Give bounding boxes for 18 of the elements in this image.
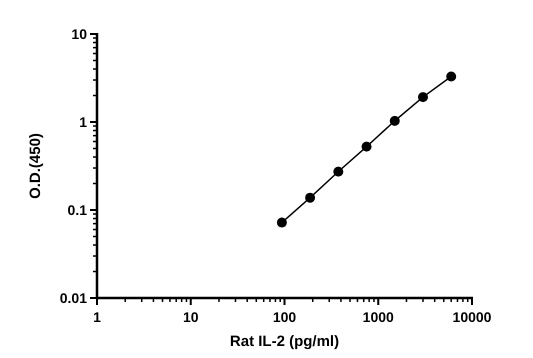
point bbox=[390, 116, 400, 126]
x-tick-label: 10 bbox=[182, 309, 199, 325]
y-tick-label: 0.01 bbox=[60, 290, 88, 306]
y-tick-label: 10 bbox=[71, 26, 88, 42]
point bbox=[333, 166, 344, 177]
x-tick-label: 100 bbox=[272, 309, 296, 325]
point bbox=[418, 92, 428, 102]
x-axis-title: Rat IL-2 (pg/ml) bbox=[230, 333, 340, 350]
x-tick-label: 1 bbox=[93, 309, 102, 325]
point bbox=[276, 218, 287, 228]
x-tick-label: 10000 bbox=[452, 309, 492, 325]
y-axis-title: O.D.(450) bbox=[27, 133, 44, 199]
x-tick-label: 1000 bbox=[362, 309, 394, 325]
y-tick-label: 0.1 bbox=[68, 202, 88, 218]
point bbox=[305, 192, 316, 203]
point bbox=[446, 71, 456, 82]
point bbox=[362, 142, 372, 152]
y-tick-label: 1 bbox=[79, 114, 88, 130]
